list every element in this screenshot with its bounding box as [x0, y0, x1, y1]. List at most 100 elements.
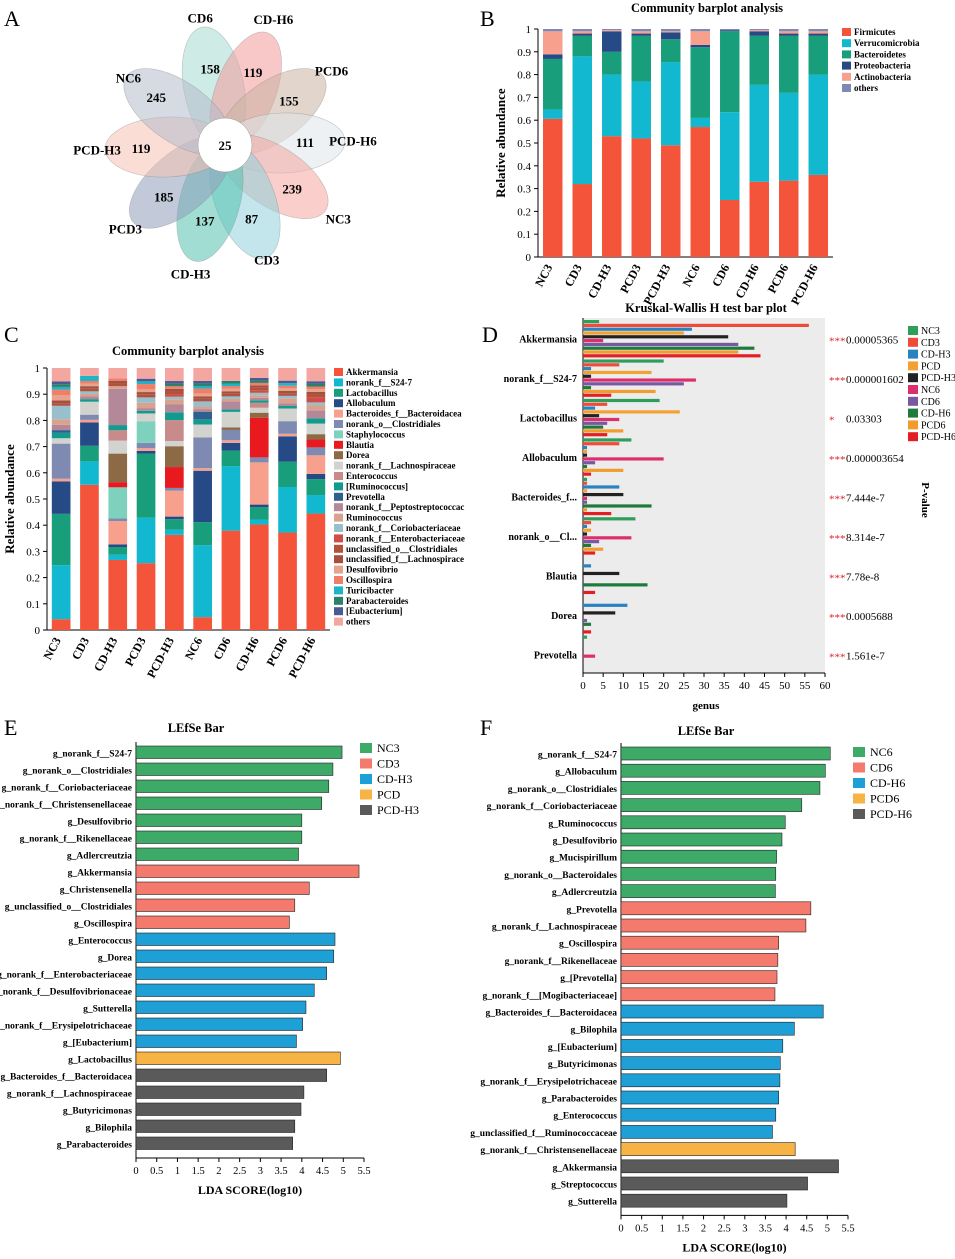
kw-bar [583, 359, 664, 363]
legend-swatch [842, 28, 851, 36]
venn-petal-count: 245 [146, 90, 166, 105]
bar-segment [249, 385, 269, 388]
legend-swatch [908, 326, 918, 335]
y-axis-label: Relative abundance [493, 88, 508, 198]
x-tick-label: 35 [719, 680, 731, 692]
legend-swatch [360, 743, 372, 753]
bar-segment [165, 386, 184, 389]
bar-segment [136, 517, 156, 564]
legend-swatch [842, 72, 851, 81]
legend-swatch [853, 762, 865, 773]
lda-bar [135, 847, 299, 861]
y-tick-label: 0.2 [517, 206, 531, 218]
x-tick-label: PCD6 [263, 635, 290, 669]
bar-segment [51, 424, 71, 431]
x-tick-label: 25 [678, 680, 690, 692]
kw-bar [583, 508, 588, 512]
taxon-label: g_Sutterella [568, 1198, 617, 1208]
legend-swatch [360, 805, 372, 815]
bar-segment [306, 391, 326, 395]
bar-segment [690, 117, 710, 128]
bar-segment [108, 430, 128, 441]
kw-bar [583, 354, 761, 358]
bar-segment [108, 386, 128, 389]
bar-segment [306, 473, 326, 480]
legend-label: Akkermansia [346, 367, 399, 377]
kw-bar [583, 500, 588, 504]
bar-segment [136, 402, 156, 409]
bar-segment [221, 386, 241, 389]
legend-label: Dorea [346, 450, 370, 460]
bar-segment [80, 484, 99, 630]
kw-bar [583, 398, 660, 403]
bar-segment [306, 386, 326, 390]
y-tick-label: 0.4 [517, 161, 531, 173]
bar-segment [51, 619, 71, 630]
bar-segment [136, 381, 156, 385]
lda-bar [620, 1090, 779, 1105]
bar-segment [51, 430, 71, 433]
taxon-label: g_Enterococcus [553, 1112, 617, 1122]
kw-bar [583, 320, 600, 324]
kw-bar [583, 402, 608, 406]
lda-bar [135, 1119, 296, 1133]
legend-swatch [334, 409, 343, 418]
bar-segment [108, 388, 128, 426]
bar-segment [278, 380, 297, 384]
legend-swatch [334, 461, 343, 470]
taxon-label: g_[Eubacterium] [548, 1043, 617, 1053]
bar-segment [249, 417, 269, 458]
bar-segment [249, 390, 269, 393]
bar-segment [108, 378, 128, 381]
taxon-label: g_Parabacteroides [57, 1140, 133, 1150]
bar-segment [165, 412, 184, 421]
bar-segment [306, 479, 326, 496]
bar-segment [249, 397, 269, 401]
bar-segment [136, 410, 156, 414]
lda-bar [135, 1102, 302, 1116]
bar-segment [51, 443, 71, 479]
legend-label: norank_f__Peptostreptococcac [346, 502, 464, 512]
bar-segment [278, 383, 297, 386]
lda-bar [620, 781, 821, 795]
bar-segment [193, 409, 212, 412]
taxon-label: g_Dorea [98, 953, 132, 963]
lda-bar [135, 762, 334, 776]
bar-segment [165, 368, 184, 382]
taxon-label: g_Oscillospira [74, 919, 132, 929]
lda-bar [620, 1021, 795, 1036]
kw-bar [583, 564, 592, 568]
lda-bar [620, 1056, 781, 1070]
kw-bar [583, 350, 739, 354]
bar-segment [661, 39, 681, 63]
bar-segment [278, 421, 297, 434]
bar-segment [136, 563, 156, 630]
venn-diagram: 158 CD6 119 CD-H6 155 PCD6 111 PCD-H6 239 NC3 87 CD… [73, 10, 377, 281]
taxon-label: g_Butyricimonas [63, 1106, 132, 1116]
kw-bar [583, 618, 588, 623]
venn-petal-count: 87 [245, 211, 259, 226]
kw-bar [583, 382, 684, 386]
bar-segment [221, 409, 241, 412]
bar-segment [80, 445, 99, 462]
p-value: 7.444e-7 [846, 493, 885, 505]
legend-swatch [334, 617, 343, 626]
kw-bar [583, 323, 809, 327]
bar-segment [249, 402, 269, 408]
p-value: 0.000001602 [846, 374, 904, 386]
taxon-label: g_norank_f__Coriobacteriaceae [2, 783, 132, 793]
bar-segment [51, 481, 71, 514]
genus-label: Allobaculum [522, 453, 578, 464]
bar-segment [278, 532, 297, 630]
lefse-bar-6: LEfSe Bar 0 0.5 1 1.5 2 2.5 3 3.5 4 4.5 5 5.5 LDA SCO… [470, 724, 912, 1254]
y-tick-label: 0.5 [517, 138, 531, 150]
kw-bar [583, 547, 604, 551]
bar-segment [249, 507, 269, 520]
bar-segment [221, 450, 241, 467]
bar-segment [602, 74, 622, 137]
bar-segment [631, 33, 651, 36]
x-tick-label: NC3 [532, 262, 555, 289]
taxon-label: g_norank_o__Clostridiales [23, 766, 133, 776]
x-tick-label: CD-H6 [232, 635, 262, 674]
